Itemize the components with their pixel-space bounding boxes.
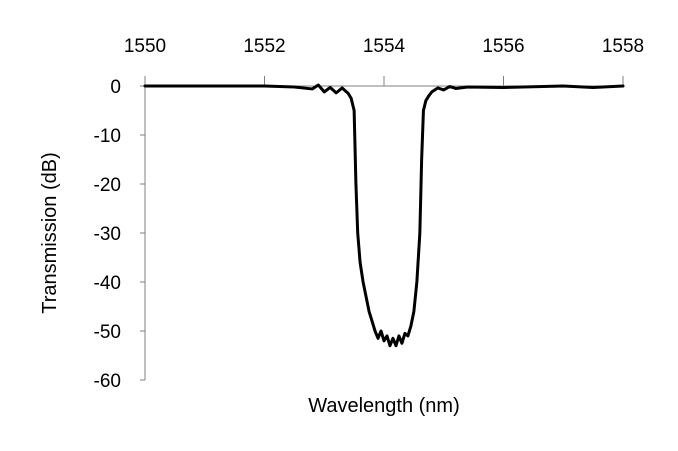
- y-tick-label: -30: [94, 224, 121, 245]
- x-axis: 1550 1552 1554 1556 1558: [124, 36, 644, 87]
- y-tick-label: -50: [94, 322, 121, 343]
- x-tick-label: 1556: [482, 36, 524, 57]
- y-tick-label: -60: [94, 371, 121, 392]
- y-axis: 0 -10 -20 -30 -40 -50 -60: [94, 77, 146, 392]
- x-tick-label: 1550: [124, 36, 166, 57]
- y-axis-label: Transmission (dB): [39, 152, 61, 314]
- y-tick-label: -40: [94, 273, 121, 294]
- series-line-0: [143, 83, 625, 348]
- y-tick-label: -10: [94, 126, 121, 147]
- x-tick-label: 1552: [243, 36, 285, 57]
- series-group: [143, 83, 625, 348]
- x-axis-label: Wavelength (nm): [308, 395, 460, 417]
- x-tick-label: 1558: [602, 36, 644, 57]
- x-tick-label: 1554: [363, 36, 406, 57]
- y-tick-label: -20: [94, 175, 121, 196]
- y-tick-label: 0: [110, 77, 121, 98]
